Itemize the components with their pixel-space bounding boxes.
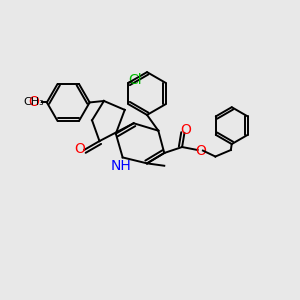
Text: O: O [75, 142, 86, 156]
Text: Cl: Cl [128, 73, 142, 87]
Text: O: O [28, 95, 39, 110]
Text: O: O [180, 123, 191, 137]
Text: NH: NH [111, 159, 131, 173]
Text: CH₃: CH₃ [23, 97, 44, 107]
Text: O: O [195, 144, 206, 158]
